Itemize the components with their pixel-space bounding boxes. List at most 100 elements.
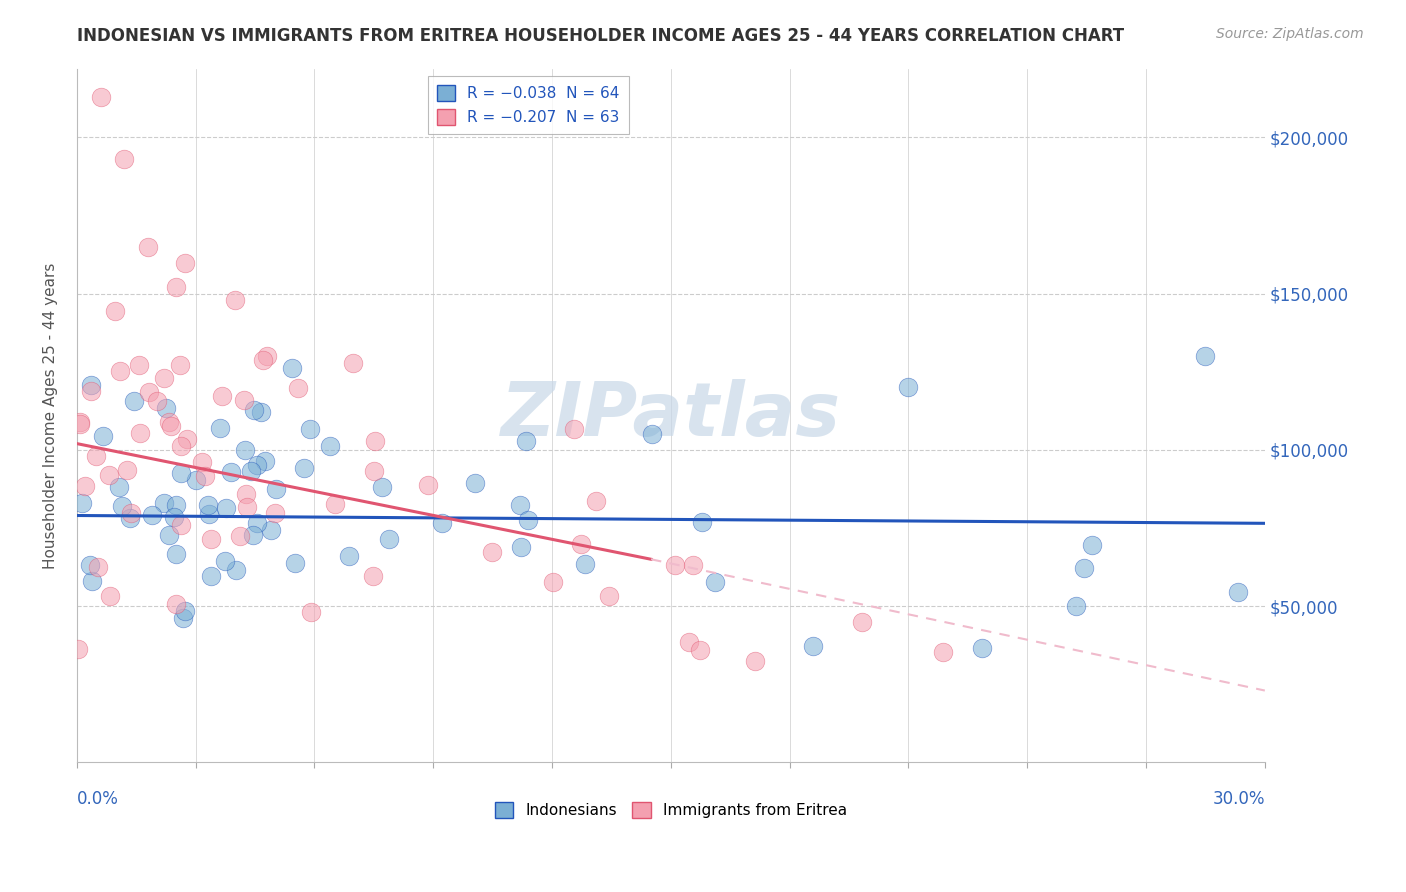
Point <box>243 403 266 417</box>
Point <box>129 425 152 440</box>
Point <box>115 463 138 477</box>
Point <box>515 434 537 448</box>
Point <box>229 528 252 542</box>
Text: ZIPatlas: ZIPatlas <box>501 379 841 452</box>
Point <box>259 523 281 537</box>
Point <box>80 377 103 392</box>
Point <box>246 516 269 531</box>
Point <box>69 417 91 431</box>
Point <box>1227 585 1250 599</box>
Point <box>569 537 592 551</box>
Text: INDONESIAN VS IMMIGRANTS FROM ERITREA HOUSEHOLDER INCOME AGES 25 - 44 YEARS CORR: INDONESIAN VS IMMIGRANTS FROM ERITREA HO… <box>77 27 1125 45</box>
Point <box>744 654 766 668</box>
Point <box>239 464 262 478</box>
Point <box>79 558 101 572</box>
Point <box>90 89 112 103</box>
Text: 0.0%: 0.0% <box>77 790 118 808</box>
Point <box>112 152 135 166</box>
Point <box>574 557 596 571</box>
Point <box>108 480 131 494</box>
Point <box>198 507 221 521</box>
Point <box>299 422 322 436</box>
Point <box>287 381 309 395</box>
Point <box>1081 538 1104 552</box>
Point <box>337 549 360 563</box>
Point <box>157 415 180 429</box>
Point <box>176 432 198 446</box>
Point <box>174 256 197 270</box>
Point <box>464 475 486 490</box>
Point <box>510 541 533 555</box>
Point <box>256 349 278 363</box>
Point <box>153 371 176 385</box>
Point <box>323 497 346 511</box>
Point <box>361 569 384 583</box>
Point <box>224 293 246 307</box>
Point <box>281 360 304 375</box>
Point <box>236 500 259 514</box>
Point <box>200 569 222 583</box>
Point <box>165 498 187 512</box>
Point <box>118 511 141 525</box>
Point <box>194 468 217 483</box>
Point <box>197 498 219 512</box>
Point <box>200 532 222 546</box>
Point <box>246 458 269 472</box>
Point <box>215 500 238 515</box>
Point <box>232 393 254 408</box>
Point <box>371 479 394 493</box>
Point <box>242 528 264 542</box>
Point <box>165 280 187 294</box>
Point <box>564 422 586 436</box>
Point <box>169 358 191 372</box>
Point <box>897 380 920 394</box>
Point <box>98 467 121 482</box>
Point <box>128 358 150 372</box>
Point <box>91 429 114 443</box>
Point <box>430 516 453 530</box>
Point <box>170 439 193 453</box>
Text: 30.0%: 30.0% <box>1212 790 1265 808</box>
Point <box>252 353 274 368</box>
Point <box>225 563 247 577</box>
Point <box>585 494 607 508</box>
Point <box>211 389 233 403</box>
Point <box>163 510 186 524</box>
Legend: Indonesians, Immigrants from Eritrea: Indonesians, Immigrants from Eritrea <box>489 796 853 824</box>
Point <box>122 394 145 409</box>
Point <box>165 597 187 611</box>
Point <box>704 575 727 590</box>
Point <box>221 465 243 479</box>
Point <box>111 499 134 513</box>
Point <box>70 496 93 510</box>
Point <box>235 487 257 501</box>
Point <box>174 604 197 618</box>
Point <box>67 641 90 656</box>
Point <box>664 558 686 572</box>
Point <box>155 401 177 415</box>
Point <box>342 356 364 370</box>
Point <box>299 605 322 619</box>
Point <box>152 496 174 510</box>
Point <box>292 461 315 475</box>
Point <box>284 556 307 570</box>
Point <box>138 384 160 399</box>
Point <box>931 645 953 659</box>
Point <box>972 640 994 655</box>
Point <box>481 545 503 559</box>
Point <box>69 415 91 429</box>
Point <box>1066 599 1088 613</box>
Point <box>120 506 142 520</box>
Point <box>87 560 110 574</box>
Point <box>214 554 236 568</box>
Point <box>517 513 540 527</box>
Point <box>689 643 711 657</box>
Point <box>253 453 276 467</box>
Point <box>233 443 256 458</box>
Point <box>169 518 191 533</box>
Point <box>378 532 401 546</box>
Point <box>264 482 287 496</box>
Point <box>165 547 187 561</box>
Point <box>851 615 873 629</box>
Point <box>640 426 662 441</box>
